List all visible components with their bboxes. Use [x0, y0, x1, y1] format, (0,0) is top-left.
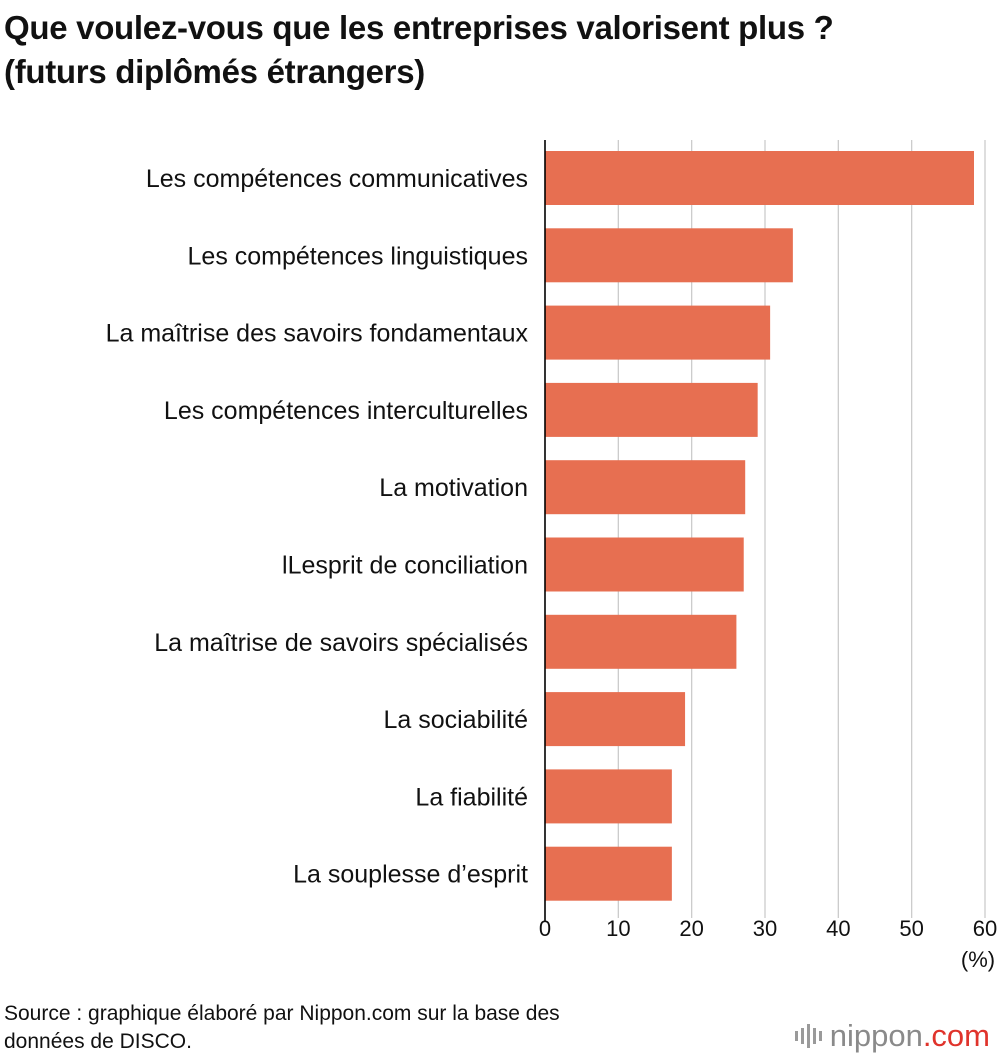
x-tick-label: 20 [679, 916, 703, 941]
x-tick-label: 60 [973, 916, 997, 941]
category-label: La maîtrise des savoirs fondamentaux [106, 320, 529, 348]
category-label: La motivation [379, 474, 528, 502]
nippon-logo-icon [794, 1023, 822, 1049]
chart-title: Que voulez-vous que les entreprises valo… [4, 6, 994, 94]
source-line2: données de DISCO. [4, 1030, 192, 1053]
bar [545, 846, 672, 901]
x-tick-label: 50 [899, 916, 923, 941]
bar [545, 151, 974, 205]
category-label: Les compétences linguistiques [188, 242, 528, 270]
bar [545, 692, 686, 747]
category-label: La souplesse d’esprit [293, 861, 528, 889]
chart-title-line1: Que voulez-vous que les entreprises valo… [4, 9, 834, 46]
category-label: Les compétences interculturelles [164, 397, 528, 425]
brand-tld: .com [922, 1018, 990, 1053]
bar [545, 382, 758, 437]
source-line1: Source : graphique élaboré par Nippon.co… [4, 1002, 560, 1025]
x-tick-label: 30 [753, 916, 777, 941]
chart-title-line2: (futurs diplômés étrangers) [4, 53, 425, 90]
bar [545, 614, 737, 669]
x-tick-label: 0 [539, 916, 551, 941]
bar [545, 228, 793, 283]
category-label: La fiabilité [415, 783, 528, 811]
bar [545, 537, 744, 592]
category-label: Les compétences communicatives [146, 165, 528, 193]
source-note: Source : graphique élaboré par Nippon.co… [4, 1000, 704, 1056]
category-label: La sociabilité [383, 706, 528, 734]
category-label: La maîtrise de savoirs spécialisés [154, 629, 528, 657]
x-axis-label: (%) [961, 947, 995, 972]
x-tick-label: 40 [826, 916, 850, 941]
bar [545, 460, 746, 515]
category-label: lLesprit de conciliation [282, 552, 528, 580]
bar [545, 305, 771, 360]
x-tick-label: 10 [606, 916, 630, 941]
bar [545, 769, 672, 824]
nippon-logo: nippon.com [794, 1018, 990, 1054]
brand-main: nippon [829, 1018, 923, 1053]
